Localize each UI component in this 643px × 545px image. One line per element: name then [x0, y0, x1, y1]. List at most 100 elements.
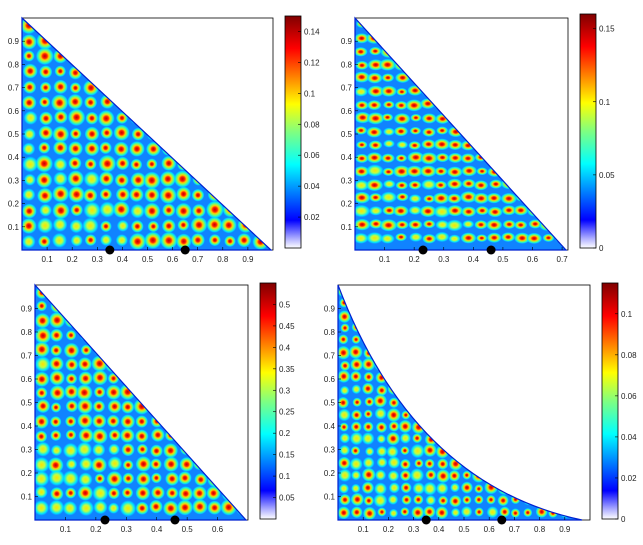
- heatmap-blob: [400, 507, 410, 517]
- heatmap-blob: [396, 192, 409, 202]
- source-marker: [497, 515, 507, 525]
- heatmap-blob: [355, 153, 369, 164]
- heatmap-blob: [99, 188, 113, 201]
- heatmap-blob: [144, 231, 162, 250]
- heatmap-blob: [448, 469, 461, 482]
- heatmap-blob: [523, 508, 533, 518]
- colorbar-tick-label: 0.05: [599, 171, 615, 180]
- heatmap-blob: [386, 407, 401, 423]
- heatmap-blob: [119, 428, 135, 443]
- x-tick-label: 0.1: [358, 525, 370, 534]
- heatmap-blob: [161, 218, 176, 233]
- heatmap-blob: [338, 396, 350, 409]
- heatmap-blob: [92, 369, 108, 386]
- heatmap-blob: [366, 126, 383, 138]
- colorbar-tick-label: 0.04: [621, 433, 637, 442]
- heatmap-blob: [339, 444, 350, 456]
- y-tick-label: 0.7: [21, 352, 33, 361]
- heatmap-blob: [176, 186, 192, 202]
- heatmap-blob: [437, 495, 449, 506]
- heatmap-blob: [386, 431, 401, 446]
- heatmap-blob: [53, 157, 68, 172]
- heatmap-blob: [338, 483, 350, 494]
- heatmap-blob: [100, 126, 114, 140]
- y-tick-label: 0.8: [21, 328, 33, 337]
- heatmap-blob: [92, 485, 109, 502]
- heatmap-blob: [351, 384, 362, 395]
- heatmap-blob: [224, 235, 236, 247]
- x-tick-label: 0.2: [90, 525, 102, 534]
- heatmap-blob: [149, 499, 163, 514]
- heatmap-blob: [409, 468, 425, 483]
- heatmap-blob: [119, 500, 137, 517]
- heatmap-blob: [366, 72, 383, 84]
- heatmap-blob: [159, 186, 177, 204]
- x-tick-label: 0.6: [484, 525, 496, 534]
- colorbar-tick-label: 0.15: [599, 25, 615, 34]
- colorbar-tick-label: 0.1: [304, 89, 316, 98]
- heatmap-blob: [351, 483, 361, 494]
- heatmap-blob: [461, 178, 476, 189]
- heatmap-blob: [474, 220, 488, 230]
- heatmap-blob: [115, 111, 129, 125]
- heatmap-blob: [499, 506, 511, 518]
- y-tick-label: 0.5: [8, 130, 20, 139]
- heatmap-blob: [399, 469, 412, 482]
- heatmap-blob: [542, 233, 555, 242]
- heatmap-blob: [161, 155, 177, 171]
- heatmap-blob: [437, 458, 449, 470]
- x-tick-label: 0.4: [151, 525, 163, 534]
- heatmap-blob: [376, 445, 388, 457]
- heatmap-blob: [476, 234, 488, 243]
- heatmap-blob: [78, 500, 95, 517]
- heatmap-blob: [68, 141, 84, 157]
- heatmap-blob: [69, 219, 84, 234]
- heatmap-blob: [107, 399, 122, 414]
- heatmap-blob: [382, 167, 395, 177]
- heatmap-blob: [92, 400, 106, 413]
- heatmap-blob: [50, 402, 62, 413]
- heatmap-blob: [136, 471, 151, 487]
- heatmap-blob: [54, 65, 67, 77]
- heatmap-blob: [236, 233, 252, 248]
- heatmap-blob: [35, 387, 48, 399]
- heatmap-blob: [35, 456, 50, 473]
- heatmap-blob: [395, 154, 408, 163]
- heatmap-blob: [338, 334, 349, 345]
- heatmap-blob: [23, 80, 37, 94]
- heatmap-blob: [368, 192, 383, 203]
- heatmap-blob: [355, 191, 371, 204]
- colorbar-tick-label: 0.4: [279, 343, 291, 352]
- colorbar-tick-label: 0: [599, 244, 604, 253]
- heatmap-blob: [144, 187, 160, 203]
- heatmap-blob: [408, 219, 423, 230]
- heatmap-blob: [338, 345, 351, 360]
- heatmap-blob: [423, 481, 437, 496]
- heatmap-blob: [362, 456, 375, 469]
- heatmap-blob: [23, 127, 36, 141]
- heatmap-blob: [94, 473, 106, 484]
- heatmap-blob: [412, 433, 423, 444]
- y-tick-label: 0.4: [8, 153, 20, 162]
- heatmap-blob: [35, 47, 54, 66]
- heatmap-blob: [422, 219, 436, 229]
- heatmap-blob: [350, 357, 364, 372]
- heatmap-blob: [374, 482, 387, 496]
- heatmap-blob: [206, 216, 223, 233]
- x-tick-label: 0.9: [559, 525, 571, 534]
- heatmap-blob: [131, 127, 145, 141]
- heatmap-blob: [433, 205, 451, 218]
- heatmap-blob: [146, 141, 161, 157]
- heatmap-blob: [377, 507, 387, 517]
- heatmap-blob: [49, 384, 66, 401]
- heatmap-blob: [361, 467, 376, 482]
- heatmap-blob: [79, 456, 94, 472]
- y-tick-label: 0.3: [324, 446, 336, 455]
- y-tick-label: 0.2: [8, 200, 20, 209]
- heatmap-blob: [435, 506, 449, 520]
- heatmap-blob: [368, 219, 384, 229]
- heatmap-blob: [64, 384, 79, 400]
- heatmap-blob: [52, 140, 68, 156]
- heatmap-blob: [35, 312, 51, 329]
- heatmap-blob: [362, 506, 377, 520]
